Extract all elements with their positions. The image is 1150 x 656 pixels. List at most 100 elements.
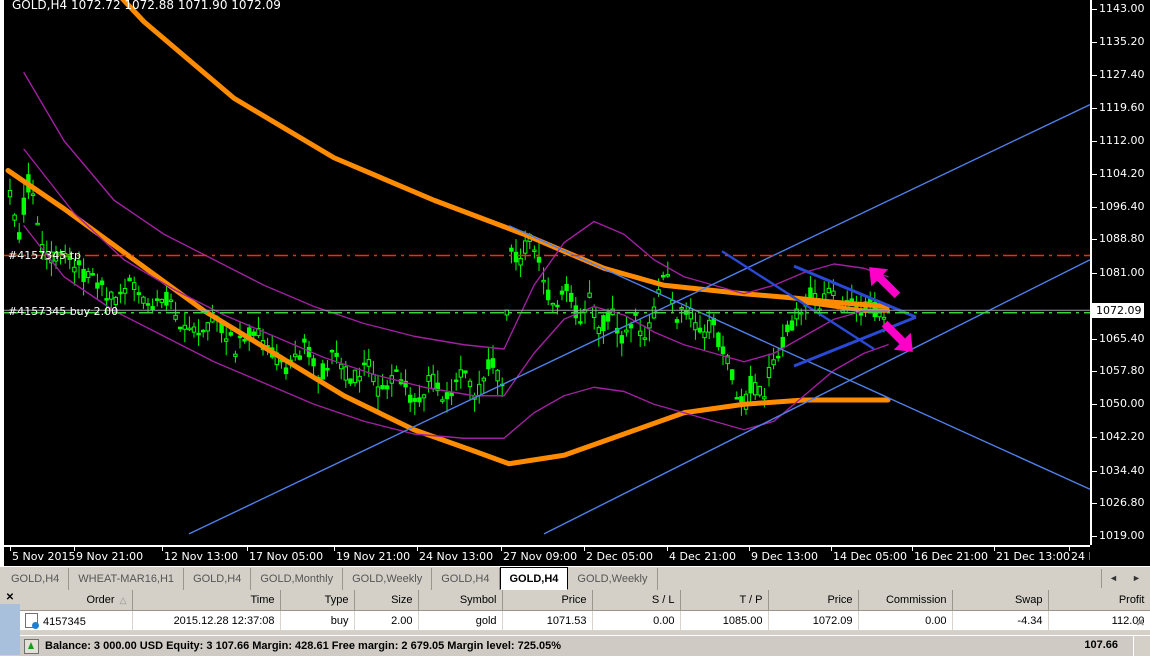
price-axis[interactable]: 1143.00 1135.20 1127.40 1119.60 1112.00 1104.… (1090, 0, 1150, 545)
time-tick (501, 547, 502, 551)
chart-title-label: GOLD,H4 1072.72 1072.88 1071.90 1072.09 (12, 0, 281, 12)
column-header-profit[interactable]: Profit (1048, 590, 1150, 611)
cell-sl[interactable]: 0.00 (592, 610, 681, 631)
account-summary-text: Balance: 3 000.00 USD Equity: 3 107.66 M… (45, 640, 562, 652)
terminal-scrollbar[interactable] (1133, 636, 1150, 656)
time-tick-label: 19 Nov 21:00 (336, 550, 411, 563)
tab-scroll-controls[interactable]: ◄ ► (1101, 569, 1148, 588)
time-axis[interactable]: 5 Nov 2015 9 Nov 21:00 12 Nov 13:00 17 Nov … (4, 545, 1145, 566)
chart-tab-3[interactable]: GOLD,Monthly (251, 568, 344, 590)
chart-corner (0, 545, 4, 566)
price-tick (1092, 272, 1097, 274)
price-tick-label: 1034.40 (1099, 463, 1145, 477)
chart-tab-label: GOLD,H4 (11, 573, 60, 585)
price-tick-label: 1088.80 (1099, 232, 1145, 246)
cell-order[interactable]: 4157345 (20, 610, 133, 631)
column-header-type[interactable]: Type (280, 590, 355, 611)
time-tick (247, 547, 248, 551)
column-header-symbol[interactable]: Symbol (418, 590, 503, 611)
column-header-price-open[interactable]: Price (502, 590, 593, 611)
cell-price-current: 1072.09 (768, 610, 859, 631)
chart-tabs[interactable]: GOLD,H4 WHEAT-MAR16,H1 GOLD,H4 GOLD,Monthly… (2, 567, 658, 590)
tab-scroll-right-icon[interactable]: ► (1132, 573, 1141, 583)
cell-profit: 112.00 (1048, 610, 1150, 631)
cell-time: 2015.12.28 12:37:08 (132, 610, 281, 631)
time-tick-label: 12 Nov 13:00 (164, 550, 239, 563)
price-tick-label: 1057.80 (1099, 364, 1145, 378)
chart-tab-0[interactable]: GOLD,H4 (2, 568, 70, 590)
chart-graphics (4, 0, 1090, 535)
time-axis-line (4, 545, 1090, 547)
price-tick (1092, 404, 1097, 406)
cell-symbol: gold (418, 610, 503, 631)
price-tick-label: 1119.60 (1099, 101, 1145, 115)
column-header-sl[interactable]: S / L (592, 590, 681, 611)
chart-tab-7[interactable]: GOLD,Weekly (568, 568, 658, 590)
price-tick-label: 1096.40 (1099, 200, 1145, 214)
terminal-panel[interactable]: ✕ Order △ Time Type Size (0, 590, 1150, 656)
close-position-icon[interactable]: ✕ (1135, 617, 1145, 629)
sort-ascending-icon[interactable]: △ (119, 595, 127, 605)
cell-tp[interactable]: 1085.00 (680, 610, 769, 631)
order-document-icon (25, 613, 39, 629)
column-header-tp[interactable]: T / P (680, 590, 769, 611)
channel-mid-trendline (543, 259, 1090, 535)
chart-tab-label: GOLD,H4 (441, 573, 490, 585)
column-header-order[interactable]: Order △ (20, 590, 133, 611)
arrow-up-icon (24, 638, 39, 654)
column-header-size[interactable]: Size (354, 590, 419, 611)
time-tick (417, 547, 418, 551)
candlestick-series (7, 162, 887, 416)
trades-grid[interactable]: Order △ Time Type Size Symbol Price S / L… (20, 590, 1150, 635)
price-tick-label: 1143.00 (1099, 2, 1145, 15)
price-tick (1092, 371, 1097, 373)
chart-plot-area[interactable]: GOLD,H4 1072.72 1072.88 1071.90 1072.09 … (4, 0, 1090, 545)
bollinger-middle-band (23, 148, 889, 397)
table-row[interactable]: 4157345 2015.12.28 12:37:08 buy 2.00 gol… (20, 610, 1150, 631)
chart-tab-label: GOLD,Weekly (577, 573, 648, 585)
column-header-price-current[interactable]: Price (768, 590, 859, 611)
tp-order-label: #4157345 tp (8, 249, 81, 262)
column-header-swap[interactable]: Swap (952, 590, 1049, 611)
column-header-time[interactable]: Time (132, 590, 281, 611)
chart-tab-label: GOLD,H4 (509, 572, 559, 585)
price-tick-label: 1019.00 (1099, 529, 1145, 542)
price-tick (1092, 239, 1097, 241)
price-tick (1092, 437, 1097, 439)
cell-commission: 0.00 (858, 610, 953, 631)
time-tick-label: 24 Nov 13:00 (419, 550, 494, 563)
chart-tab-6[interactable]: GOLD,H4 (499, 567, 569, 590)
time-tick (74, 547, 75, 551)
time-tick-label: 16 Dec 21:00 (914, 550, 988, 563)
chart-tab-bar[interactable]: GOLD,H4 WHEAT-MAR16,H1 GOLD,H4 GOLD,Monthly… (0, 566, 1150, 591)
time-tick (831, 547, 832, 551)
chart-tab-label: GOLD,Weekly (352, 573, 423, 585)
column-header-commission[interactable]: Commission (858, 590, 953, 611)
time-tick-label: 9 Nov 21:00 (76, 550, 144, 563)
time-tick-label: 27 Nov 09:00 (503, 550, 578, 563)
chart-tab-label: WHEAT-MAR16,H1 (78, 573, 175, 585)
chart-tab-1[interactable]: WHEAT-MAR16,H1 (69, 568, 185, 590)
time-tick (1069, 547, 1070, 551)
account-summary-bar: Balance: 3 000.00 USD Equity: 3 107.66 M… (20, 635, 1150, 656)
chart-window[interactable]: GOLD,H4 1072.72 1072.88 1071.90 1072.09 … (0, 0, 1150, 566)
time-tick-label: 2 Dec 05:00 (586, 550, 653, 563)
time-tick-label: 5 Nov 2015 (12, 550, 76, 563)
current-price-marker: 1072.09 (1092, 303, 1144, 319)
chart-tab-label: GOLD,Monthly (260, 573, 334, 585)
arrow-up-lower (881, 320, 913, 352)
chart-tab-2[interactable]: GOLD,H4 (184, 568, 252, 590)
price-tick (1092, 42, 1097, 44)
price-tick (1092, 108, 1097, 110)
close-icon[interactable]: ✕ (5, 592, 15, 603)
descending-trendline (508, 225, 1090, 490)
price-tick (1092, 502, 1097, 504)
price-tick (1092, 9, 1097, 10)
time-tick-label: 17 Nov 05:00 (249, 550, 324, 563)
channel-lower-trendline (188, 103, 1090, 535)
price-tick-label: 1112.00 (1099, 133, 1145, 147)
chart-tab-4[interactable]: GOLD,Weekly (343, 568, 433, 590)
tab-scroll-left-icon[interactable]: ◄ (1109, 573, 1118, 583)
chart-tab-5[interactable]: GOLD,H4 (432, 568, 500, 590)
